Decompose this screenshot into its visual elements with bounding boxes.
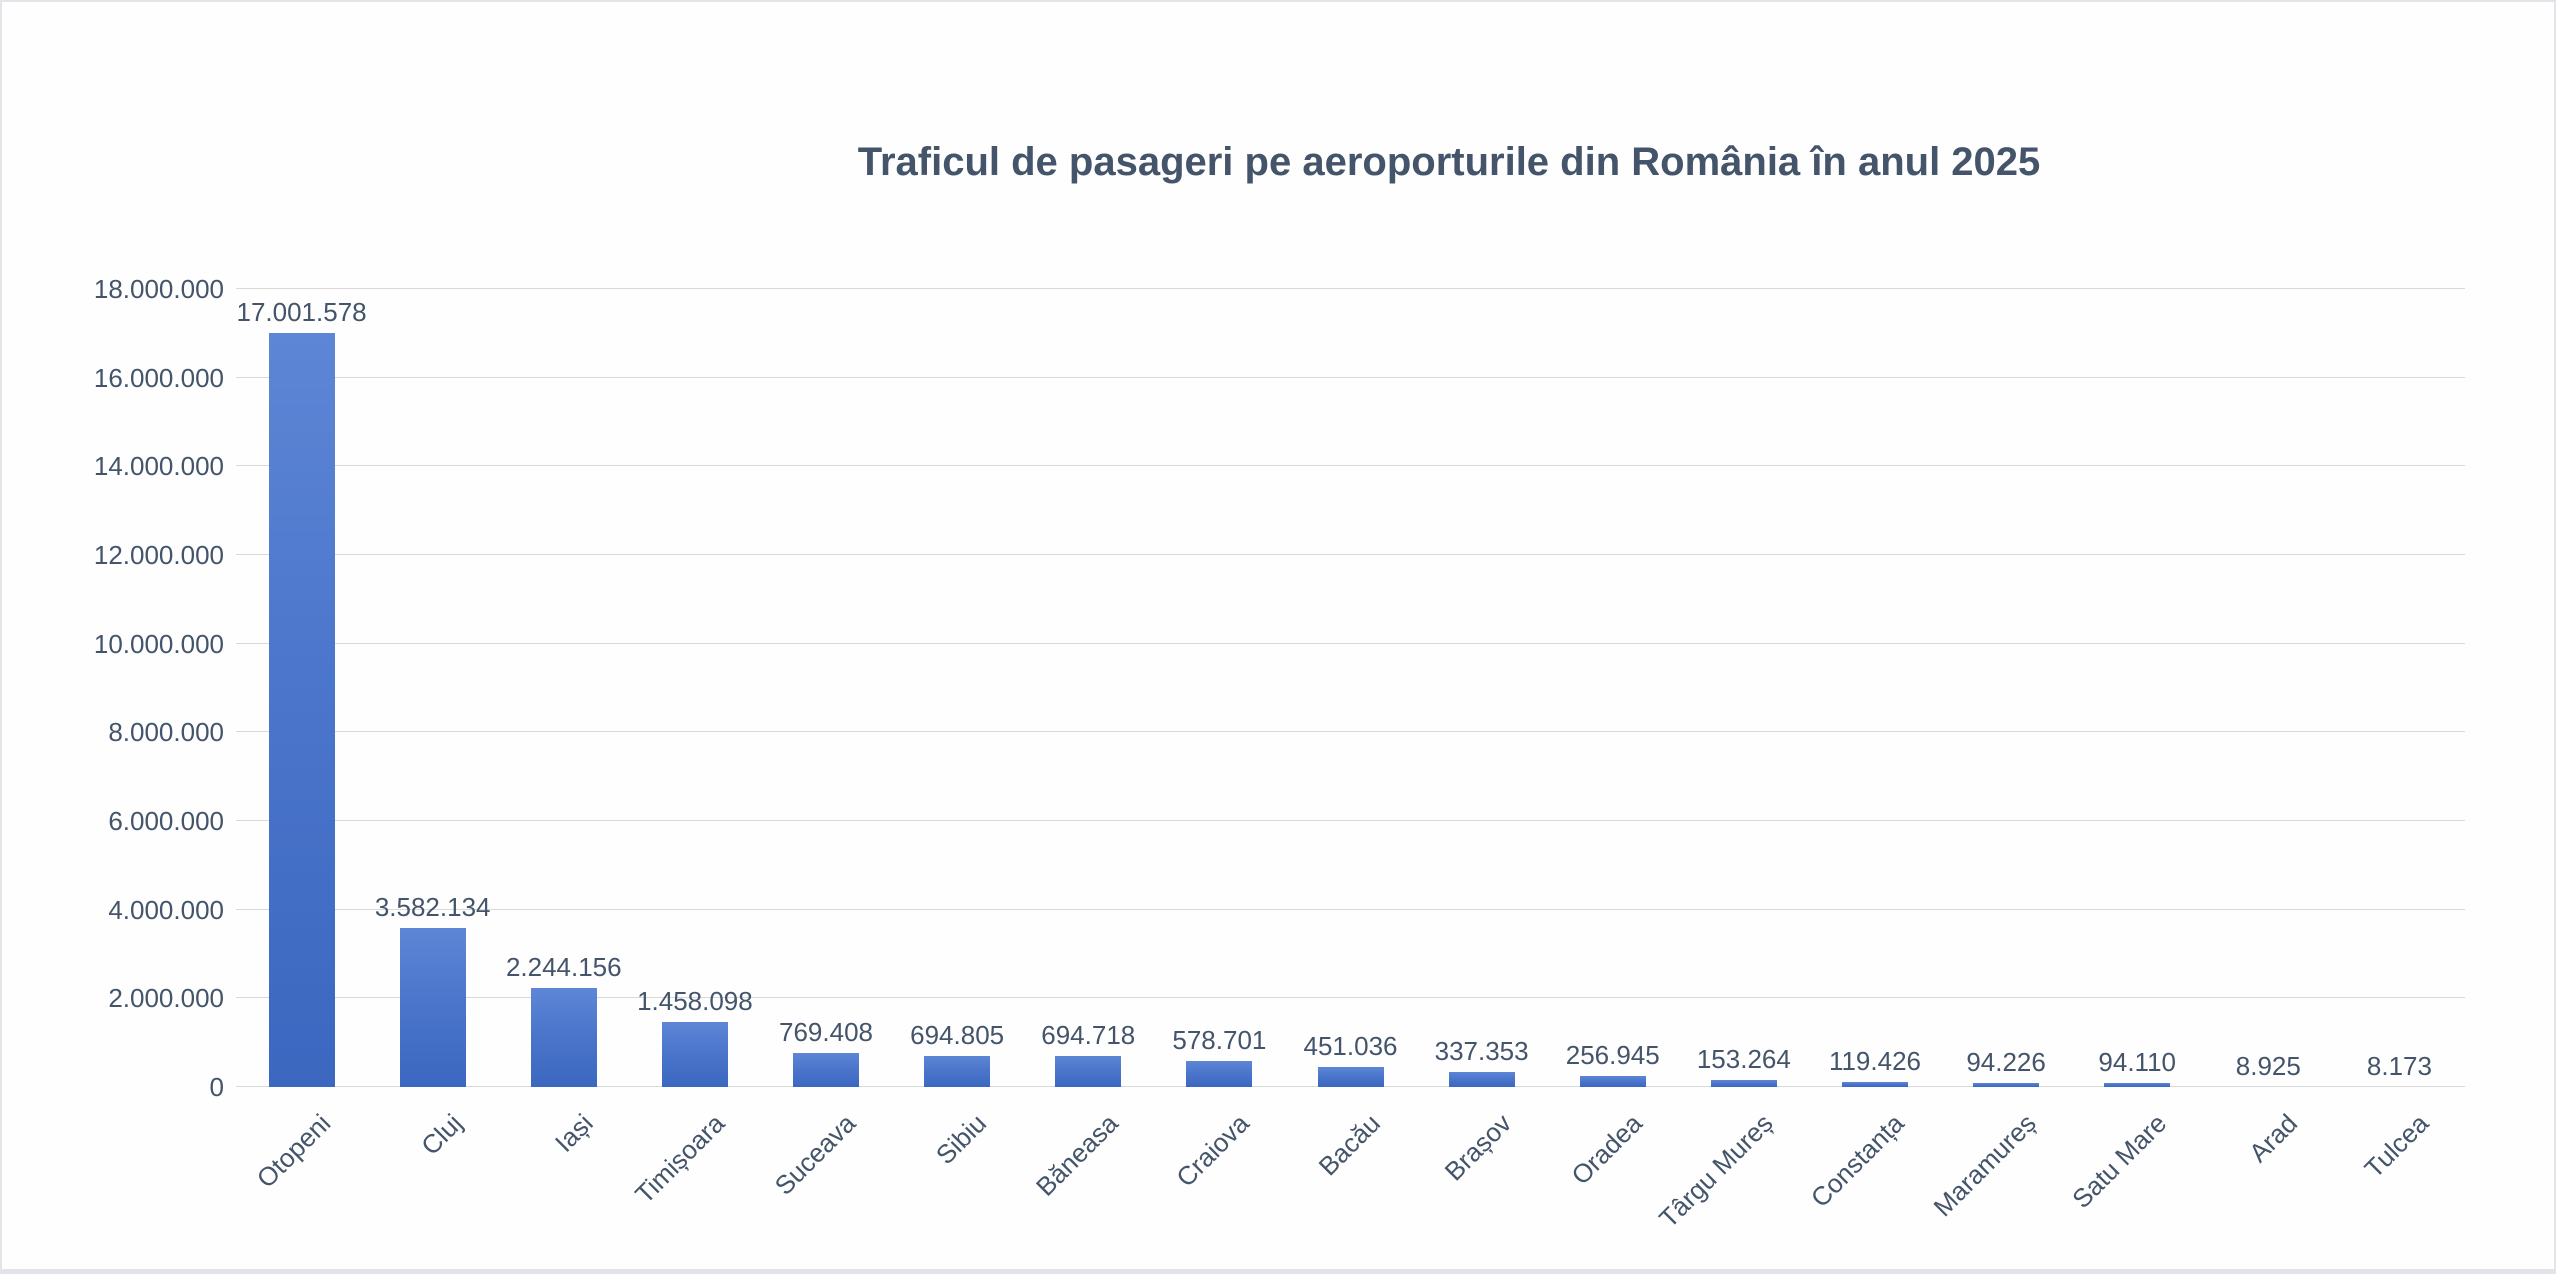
chart-title: Traficul de pasageri pe aeroporturile di…	[857, 140, 2041, 184]
x-category-label: Constanța	[1805, 1108, 1911, 1214]
bar-value-label: 8.925	[2235, 1050, 2301, 1081]
bar-cluj	[399, 928, 466, 1087]
x-category-label: Cluj	[414, 1108, 468, 1161]
y-tick-label: 4.000.000	[108, 894, 224, 925]
y-tick-label: 2.000.000	[108, 983, 224, 1014]
x-category-label: Suceava	[768, 1108, 862, 1201]
bar-value-label: 3.582.134	[374, 892, 491, 923]
bar-băneasa	[1055, 1056, 1122, 1087]
bar-otopeni	[268, 333, 335, 1087]
bar-value-label: 2.244.156	[505, 951, 622, 982]
x-category-label: Brașov	[1438, 1108, 1517, 1187]
bar-value-label: 694.718	[1041, 1020, 1136, 1051]
y-tick-label: 14.000.000	[93, 451, 224, 482]
bar-value-label: 94.226	[1966, 1046, 2046, 1077]
plot-area: 17.001.578 3.582.134 2.244.156 1.458.098 769…	[236, 288, 2465, 1087]
x-category-label: Bacău	[1312, 1108, 1386, 1182]
bar-târgu-mureș	[1710, 1080, 1777, 1087]
bar-value-label: 256.945	[1565, 1039, 1660, 1070]
gridline	[236, 731, 2465, 733]
gridline	[236, 288, 2465, 289]
y-tick-label: 18.000.000	[93, 274, 224, 304]
bar-timișoara	[661, 1022, 728, 1087]
x-category-label: Otopeni	[251, 1108, 337, 1194]
x-category-label: Craiova	[1170, 1108, 1255, 1193]
bar-bacău	[1317, 1067, 1384, 1087]
y-tick-label: 8.000.000	[108, 717, 224, 748]
bar-oradea	[1579, 1075, 1646, 1087]
bar-value-label: 578.701	[1172, 1025, 1267, 1056]
y-tick-label: 10.000.000	[93, 628, 224, 659]
bar-suceava	[793, 1052, 860, 1087]
bar-value-label: 119.426	[1828, 1045, 1921, 1076]
x-category-label: Oradea	[1565, 1108, 1648, 1191]
bar-craiova	[1186, 1061, 1253, 1087]
gridline	[236, 908, 2465, 910]
bar-value-label: 451.036	[1303, 1031, 1398, 1062]
x-category-label: Iași	[549, 1108, 599, 1158]
bar-constanța	[1841, 1081, 1908, 1087]
bar-value-label: 769.408	[779, 1016, 873, 1047]
gridline	[236, 642, 2465, 644]
bar-value-label: 694.805	[910, 1020, 1005, 1051]
gridline	[236, 820, 2465, 821]
bar-sibiu	[924, 1056, 991, 1087]
bar-value-label: 1.458.098	[637, 986, 753, 1017]
x-category-label: Maramureș	[1927, 1108, 2042, 1223]
gridline	[236, 376, 2465, 378]
bar-value-label: 8.173	[2366, 1050, 2432, 1081]
x-category-label: Satu Mare	[2066, 1108, 2173, 1215]
gridline	[236, 465, 2465, 467]
bar-iași	[530, 987, 597, 1087]
y-tick-label: 12.000.000	[93, 540, 224, 570]
y-tick-label: 0	[209, 1072, 224, 1102]
bar-value-label: 337.353	[1434, 1036, 1529, 1067]
x-category-label: Sibiu	[930, 1108, 993, 1171]
y-tick-label: 6.000.000	[108, 806, 224, 836]
bar-brașov	[1448, 1072, 1515, 1087]
gridline	[236, 997, 2465, 999]
bar-value-label: 17.001.578	[236, 297, 367, 328]
x-category-label: Băneasa	[1029, 1108, 1124, 1202]
x-category-label: Arad	[2243, 1108, 2304, 1169]
x-category-label: Târgu Mureș	[1653, 1108, 1780, 1234]
gridline	[236, 554, 2465, 555]
x-category-label: Tulcea	[2358, 1108, 2435, 1184]
bar-value-label: 94.110	[2098, 1046, 2176, 1077]
y-tick-label: 16.000.000	[93, 362, 224, 393]
x-category-label: Timișoara	[628, 1108, 731, 1210]
bar-satu-mare	[2104, 1082, 2171, 1087]
bar-maramureș	[1973, 1082, 2040, 1087]
bar-value-label: 153.264	[1696, 1044, 1791, 1075]
